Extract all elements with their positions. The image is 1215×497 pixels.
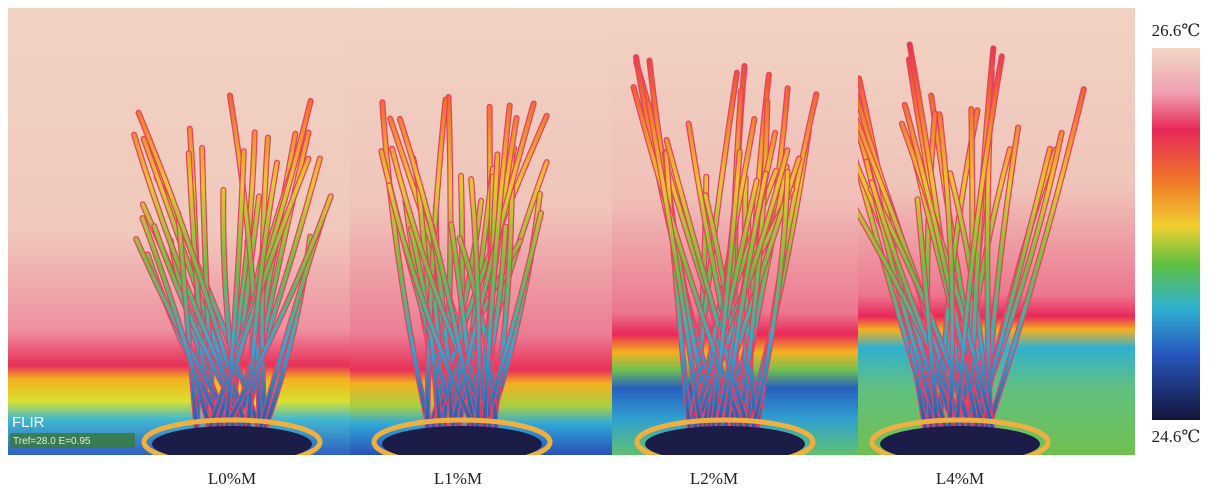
panel-label: L4%M	[936, 469, 984, 488]
panel-label: L1%M	[434, 469, 482, 488]
colorbar	[1152, 48, 1200, 420]
pot-soil	[382, 426, 542, 462]
pot-soil	[152, 426, 312, 462]
logo-params: Tref=28.0 E=0.95	[13, 436, 91, 447]
figure: FLIR Tref=28.0 E=0.95 26.6℃ 24.6℃ L0%M L…	[0, 0, 1215, 497]
pot-soil	[880, 426, 1040, 462]
pot-soil	[645, 426, 805, 462]
panel-label: L2%M	[690, 469, 738, 488]
colorbar-min: 24.6℃	[1152, 427, 1201, 446]
logo-brand: FLIR	[12, 414, 45, 431]
colorbar-max: 26.6℃	[1152, 21, 1201, 40]
panel-label: L0%M	[208, 469, 256, 488]
